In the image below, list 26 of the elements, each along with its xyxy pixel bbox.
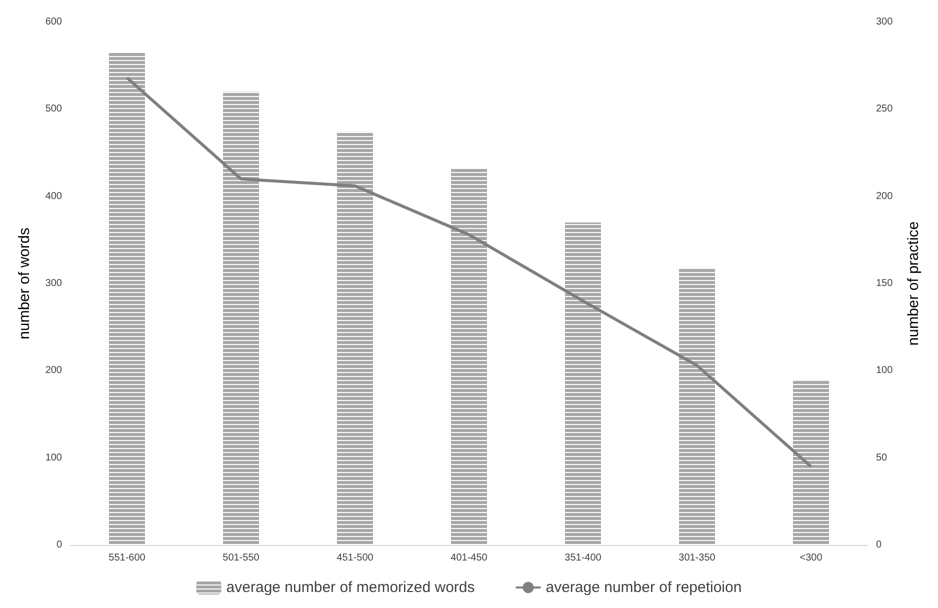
y-tick-label: 600: [45, 16, 62, 28]
y-axis-title: number of words: [16, 228, 33, 340]
y2-axis-title: number of practice: [905, 221, 922, 346]
x-tick-label: 351-400: [564, 552, 602, 564]
legend-label: average number of memorized words: [226, 579, 475, 596]
y2-tick-label: 250: [876, 104, 894, 115]
x-tick-label: <300: [800, 552, 823, 564]
y-tick-label: 400: [45, 190, 62, 202]
y2-tick-label: 300: [876, 16, 894, 28]
legend-label: average number of repetioion: [546, 579, 742, 596]
y2-tick-label: 200: [876, 190, 894, 202]
y-tick-label: 0: [56, 540, 62, 550]
y2-tick-label: 0: [876, 540, 882, 550]
y-tick-label: 100: [45, 452, 62, 464]
y-tick-label: 300: [45, 278, 62, 289]
x-tick-label: 501-550: [222, 552, 260, 564]
y2-tick-label: 100: [876, 365, 894, 376]
x-tick-label: 551-600: [108, 552, 146, 564]
x-tick-label: 401-450: [450, 552, 488, 564]
x-tick-label: 301-350: [678, 552, 716, 564]
y2-tick-label: 150: [876, 278, 894, 289]
y2-tick-label: 50: [876, 452, 888, 464]
x-tick-label: 451-500: [336, 552, 374, 564]
y-tick-label: 200: [45, 365, 62, 376]
y-tick-label: 500: [45, 104, 62, 115]
line-series: [126, 76, 812, 468]
